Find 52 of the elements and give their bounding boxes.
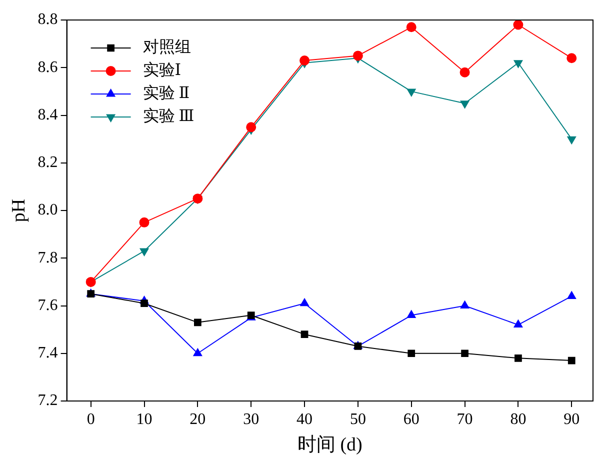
- point: [460, 300, 470, 308]
- y-tick-label: 8.2: [38, 154, 58, 172]
- point: [460, 100, 470, 108]
- point: [567, 136, 576, 144]
- x-tick-label: 0: [86, 410, 95, 428]
- point: [352, 50, 363, 61]
- point: [513, 20, 524, 30]
- x-tick-label: 20: [190, 410, 206, 428]
- point: [193, 348, 202, 356]
- point: [568, 356, 576, 364]
- x-tick-label: 60: [403, 410, 420, 428]
- point: [567, 291, 576, 299]
- y-tick-label: 7.4: [38, 344, 58, 362]
- point: [514, 60, 523, 68]
- point: [86, 276, 96, 287]
- y-tick-label: 7.2: [38, 392, 58, 410]
- x-tick-label: 90: [564, 410, 580, 428]
- point: [194, 318, 202, 326]
- point: [461, 350, 468, 358]
- point: [300, 330, 308, 338]
- y-tick-label: 8.6: [38, 58, 58, 76]
- point: [140, 248, 149, 256]
- point: [460, 67, 470, 78]
- point: [300, 298, 309, 306]
- x-tick-label: 70: [456, 410, 473, 428]
- legend-label: 对照组: [142, 38, 191, 56]
- point: [406, 22, 416, 32]
- x-tick-label: 30: [243, 410, 260, 428]
- point: [139, 217, 150, 228]
- x-tick-label: 50: [350, 410, 366, 428]
- point: [514, 320, 523, 328]
- x-tick-label: 40: [296, 410, 313, 428]
- y-tick-label: 8.8: [38, 11, 58, 28]
- point: [566, 53, 577, 64]
- legend-label: 实验 Ⅲ: [142, 107, 194, 126]
- y-tick-label: 8.4: [38, 106, 58, 124]
- x-tick-label: 10: [136, 410, 152, 428]
- point: [140, 300, 148, 308]
- point: [300, 55, 310, 66]
- y-tick-label: 8.0: [38, 202, 58, 219]
- x-axis-title: 时间 (d): [297, 434, 362, 456]
- legend-label: 实验Ⅰ: [142, 61, 182, 80]
- point: [246, 122, 256, 132]
- y-tick-label: 7.8: [38, 249, 58, 266]
- point: [406, 310, 416, 318]
- y-axis-title: pH: [8, 198, 30, 222]
- x-tick-label: 80: [510, 410, 526, 428]
- y-tick-label: 7.6: [38, 296, 58, 314]
- point: [514, 354, 522, 362]
- point: [408, 350, 416, 358]
- point: [406, 88, 416, 96]
- legend-label: 实验 Ⅱ: [142, 84, 190, 102]
